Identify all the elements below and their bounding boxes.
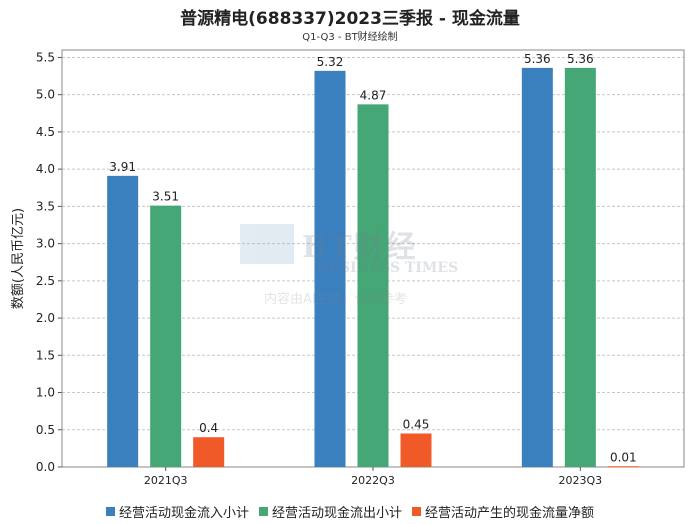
data-label: 5.36 bbox=[524, 52, 551, 66]
legend-label: 经营活动现金流出小计 bbox=[271, 506, 402, 521]
y-tick-label: 0.0 bbox=[36, 460, 55, 474]
legend-swatch bbox=[412, 507, 421, 516]
legend-item-inflow: 经营活动现金流入小计 bbox=[105, 502, 249, 521]
y-tick-label: 3.5 bbox=[36, 199, 55, 213]
chart-title: 普源精电(688337)2023三季报 - 现金流量 bbox=[180, 9, 520, 29]
bar bbox=[400, 433, 432, 467]
legend-label: 经营活动产生的现金流量净额 bbox=[425, 506, 595, 521]
x-tick-label: 2023Q3 bbox=[559, 474, 603, 487]
y-tick-label: 4.0 bbox=[36, 162, 55, 176]
bar bbox=[314, 70, 346, 467]
y-tick-label: 1.0 bbox=[36, 386, 55, 400]
y-tick-label: 5.5 bbox=[36, 50, 55, 64]
bar bbox=[521, 67, 553, 467]
data-label: 0.01 bbox=[610, 450, 637, 464]
legend-item-net: 经营活动产生的现金流量净额 bbox=[412, 502, 594, 521]
x-tick-label: 2021Q3 bbox=[144, 474, 188, 487]
data-label: 0.45 bbox=[403, 417, 430, 431]
data-label: 4.87 bbox=[360, 88, 387, 102]
y-tick-label: 2.5 bbox=[36, 274, 55, 288]
legend-swatch bbox=[258, 507, 268, 516]
bar bbox=[564, 67, 596, 467]
data-label: 3.51 bbox=[152, 190, 179, 204]
legend-label: 经营活动现金流入小计 bbox=[118, 506, 249, 521]
y-tick-label: 4.5 bbox=[36, 125, 55, 139]
legend-item-outflow: 经营活动现金流出小计 bbox=[258, 502, 402, 521]
bar bbox=[357, 104, 389, 468]
data-label: 5.36 bbox=[567, 52, 594, 66]
y-tick-label: 2.0 bbox=[36, 311, 55, 325]
legend: 经营活动现金流入小计 经营活动现金流出小计 经营活动产生的现金流量净额 bbox=[0, 502, 700, 521]
data-label: 0.4 bbox=[199, 421, 218, 435]
bar bbox=[193, 437, 225, 467]
data-label: 5.32 bbox=[317, 55, 344, 69]
chart-subtitle: Q1-Q3 - BT财经绘制 bbox=[302, 32, 398, 43]
bar bbox=[607, 466, 639, 468]
bar bbox=[150, 205, 182, 467]
y-tick-label: 5.0 bbox=[36, 88, 55, 102]
x-tick-label: 2022Q3 bbox=[351, 474, 395, 487]
y-tick-label: 0.5 bbox=[36, 423, 55, 437]
y-tick-label: 3.0 bbox=[36, 237, 55, 251]
data-label: 3.91 bbox=[109, 160, 136, 174]
bar bbox=[107, 175, 139, 467]
legend-swatch bbox=[105, 507, 115, 516]
y-tick-label: 1.5 bbox=[36, 348, 55, 362]
y-axis-label: 数额(人民币亿元) bbox=[11, 208, 26, 309]
